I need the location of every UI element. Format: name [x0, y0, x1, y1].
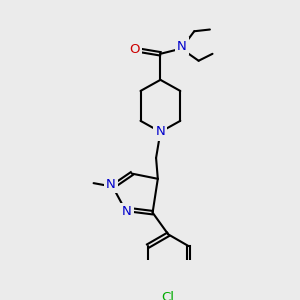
- Text: N: N: [155, 125, 165, 138]
- Text: Cl: Cl: [162, 291, 175, 300]
- Text: N: N: [122, 205, 131, 218]
- Text: N: N: [177, 40, 187, 52]
- Text: O: O: [129, 43, 140, 56]
- Text: N: N: [106, 178, 116, 190]
